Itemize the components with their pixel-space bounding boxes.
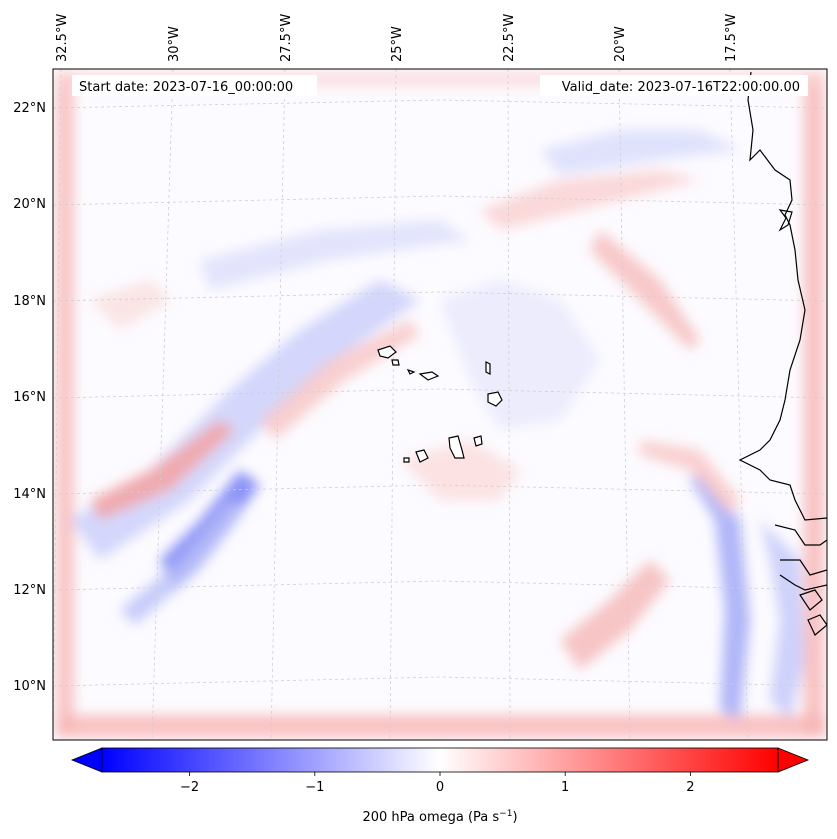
valid-date-annotation: Valid_date: 2023-07-16T22:00:00.00: [562, 80, 800, 95]
colorbar-ticks: −2 −1 0 1 2: [180, 772, 695, 795]
map-frame: [52, 68, 828, 741]
colorbar-tick-label: −1: [305, 780, 324, 795]
lat-label: 14°N: [13, 487, 46, 502]
colorbar-extend-high: [777, 747, 810, 773]
colorbar-tick-label: 2: [686, 780, 694, 795]
omega-field: [56, 72, 826, 737]
colorbar-extend-low: [70, 747, 103, 773]
colorbar-gradient: [102, 748, 778, 772]
coastline: [738, 71, 827, 636]
lat-label: 22°N: [13, 101, 46, 116]
lon-label: 32.5°W: [55, 14, 70, 62]
longitude-labels: 32.5°W 30°W 27.5°W 25°W 22.5°W 20°W 17.5…: [55, 14, 739, 62]
colorbar-label: 200 hPa omega (Pa s−1): [362, 809, 517, 825]
colorbar-tick-label: −2: [180, 780, 199, 795]
colorbar-tick-label: 0: [436, 780, 444, 795]
graticule: [53, 69, 827, 740]
lon-label: 20°W: [613, 26, 628, 62]
map-background: [53, 69, 827, 740]
start-date-box: [72, 75, 317, 96]
lat-label: 16°N: [13, 390, 46, 405]
lat-label: 10°N: [13, 679, 46, 694]
map-panel: Start date: 2023-07-16_00:00:00 Valid_da…: [53, 69, 827, 740]
lon-label: 22.5°W: [502, 14, 517, 62]
valid-date-box: [540, 75, 808, 96]
lon-label: 25°W: [390, 26, 405, 62]
colorbar: −2 −1 0 1 2 200 hPa omega (Pa s−1): [70, 747, 810, 825]
lon-label: 27.5°W: [279, 14, 294, 62]
lon-label: 30°W: [167, 26, 182, 62]
lat-label: 12°N: [13, 583, 46, 598]
cabo-verde-islands: [377, 345, 503, 463]
start-date-annotation: Start date: 2023-07-16_00:00:00: [79, 80, 293, 95]
lat-label: 18°N: [13, 294, 46, 309]
colorbar-tick-label: 1: [561, 780, 569, 795]
lon-label: 17.5°W: [724, 14, 739, 62]
latitude-labels: 22°N 20°N 18°N 16°N 14°N 12°N 10°N: [13, 101, 46, 694]
lat-label: 20°N: [13, 197, 46, 212]
